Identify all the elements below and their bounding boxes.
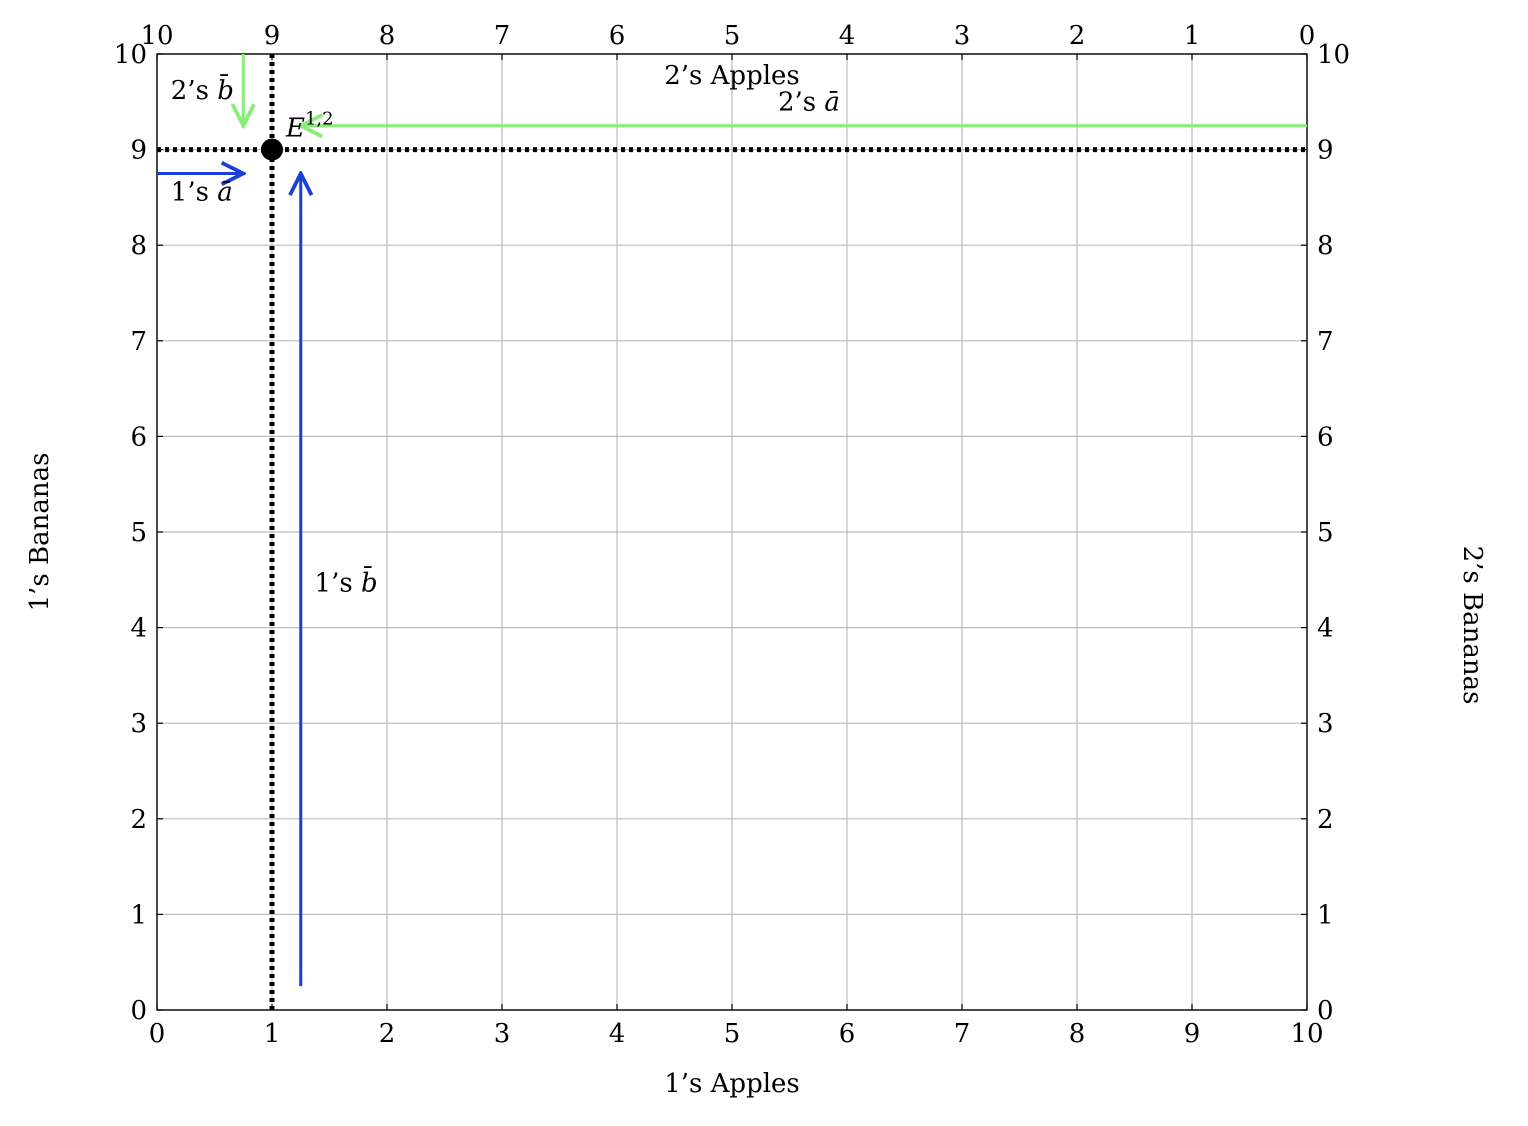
x2-tick-label: 8 [379, 21, 396, 51]
y2-tick-label: 6 [1317, 422, 1334, 452]
agent2-b-bar-label: 2’s b̄ [171, 73, 234, 106]
x2-tick-label: 0 [1299, 21, 1316, 51]
agent2-a-bar-label-symbol: ā [824, 87, 840, 117]
x-tick-label: 8 [1069, 1019, 1086, 1049]
x-tick-label: 1 [264, 1019, 281, 1049]
x-tick-label: 6 [839, 1019, 856, 1049]
x-tick-label: 2 [379, 1019, 396, 1049]
agent1-a-bar-label: 1’s ā [171, 177, 233, 207]
y-tick-label: 7 [130, 327, 147, 357]
agent1-b-bar-label: 1’s b̄ [315, 566, 378, 599]
x2-tick-labels: 10 9 8 7 6 5 4 3 2 1 0 [140, 21, 1315, 51]
y-tick-labels: 0 1 2 3 4 5 6 7 8 9 10 [114, 40, 147, 1026]
y-tick-label: 3 [130, 709, 147, 739]
x2-tick-label: 2 [1069, 21, 1086, 51]
x-axis-label: 1’s Apples [664, 1069, 800, 1099]
y-tick-label: 9 [130, 136, 147, 166]
y2-tick-label: 9 [1317, 136, 1334, 166]
agent2-b-bar-label-symbol: b̄ [217, 73, 234, 106]
y2-tick-label: 10 [1317, 40, 1350, 70]
x-tick-label: 7 [954, 1019, 971, 1049]
agent2-a-bar-label: 2’s ā [778, 87, 840, 117]
endowment-label-base: E [285, 114, 305, 144]
x2-tick-label: 9 [264, 21, 281, 51]
y-tick-label: 0 [130, 996, 147, 1026]
y2-tick-label: 1 [1317, 900, 1334, 930]
endowment-arrows: 1’s ā1’s b̄2’s ā2’s b̄ [157, 54, 1307, 987]
agent1-a-bar-label-prefix: 1’s [171, 177, 217, 207]
x2-axis-label: 2’s Apples [664, 61, 800, 91]
x2-tick-label: 1 [1184, 21, 1201, 51]
y-tick-label: 10 [114, 40, 147, 70]
y-tick-label: 1 [130, 900, 147, 930]
y2-tick-label: 3 [1317, 709, 1334, 739]
x-tick-label: 10 [1290, 1019, 1323, 1049]
x2-tick-label: 5 [724, 21, 741, 51]
x-tick-label: 3 [494, 1019, 511, 1049]
y-tick-label: 2 [130, 805, 147, 835]
y2-tick-label: 4 [1317, 614, 1334, 644]
y-tick-label: 4 [130, 614, 147, 644]
endowment-label: E1,2 [285, 109, 334, 144]
agent1-a-bar-label-symbol: ā [217, 177, 233, 207]
y2-tick-label: 2 [1317, 805, 1334, 835]
y2-tick-label: 5 [1317, 518, 1334, 548]
y-tick-label: 5 [130, 518, 147, 548]
y2-axis-label: 2’s Bananas [1457, 546, 1487, 705]
x-tick-label: 5 [724, 1019, 741, 1049]
agent1-b-bar-label-symbol: b̄ [361, 566, 378, 599]
x2-tick-label: 7 [494, 21, 511, 51]
y-tick-label: 8 [130, 231, 147, 261]
y-tick-label: 6 [130, 422, 147, 452]
x2-tick-label: 10 [140, 21, 173, 51]
x2-tick-label: 6 [609, 21, 626, 51]
endowment-point [261, 138, 283, 161]
endowment-label-superscript: 1,2 [305, 109, 334, 130]
x2-tick-label: 4 [839, 21, 856, 51]
y-axis-label: 1’s Bananas [25, 453, 55, 612]
x-tick-labels: 0 1 2 3 4 5 6 7 8 9 10 [149, 1019, 1324, 1049]
x-tick-label: 9 [1184, 1019, 1201, 1049]
agent2-a-bar-label-prefix: 2’s [778, 87, 824, 117]
y2-tick-label: 0 [1317, 996, 1334, 1026]
agent1-b-bar-label-prefix: 1’s [315, 568, 361, 598]
y2-tick-label: 8 [1317, 231, 1334, 261]
x2-tick-label: 3 [954, 21, 971, 51]
x-tick-label: 4 [609, 1019, 626, 1049]
grid-lines [156, 53, 1308, 1011]
x-tick-label: 0 [149, 1019, 166, 1049]
y2-tick-label: 7 [1317, 327, 1334, 357]
agent2-b-bar-label-prefix: 2’s [171, 76, 217, 106]
